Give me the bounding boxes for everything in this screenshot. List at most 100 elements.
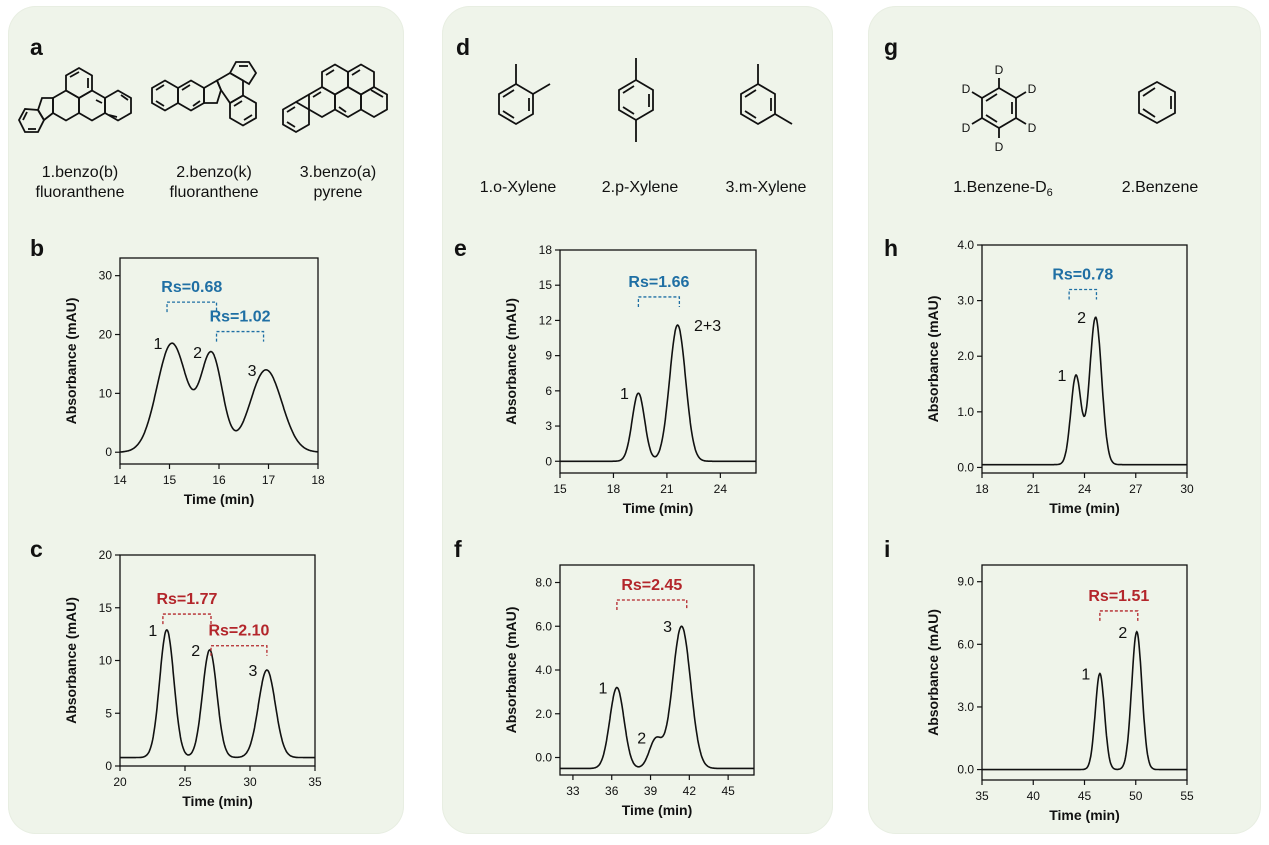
x-tick-label: 24 (1078, 482, 1092, 496)
peak-label: 2 (637, 731, 646, 748)
y-tick-label: 15 (99, 601, 113, 615)
rs-bracket (637, 296, 681, 307)
x-tick-label: 16 (212, 473, 226, 487)
peak-label: 2 (191, 643, 200, 660)
x-tick-label: 20 (113, 775, 127, 789)
rs-label: Rs=1.02 (210, 309, 271, 326)
chromatogram-c: c 20 25 30 35 0 5 10 15 20 Time (min) Absorbance (m… (30, 536, 322, 809)
panel-letter-d: d (456, 34, 471, 60)
x-tick-label: 27 (1129, 482, 1143, 496)
benzene-structure (1138, 80, 1176, 125)
y-tick-label: 3 (545, 419, 552, 433)
panel-letter-b: b (30, 235, 44, 261)
chromatogram-trace (982, 316, 1187, 466)
x-axis-label: Time (min) (182, 793, 253, 809)
y-tick-label: 0.0 (957, 460, 974, 474)
m-xylene-structure (740, 64, 793, 126)
y-tick-label: 2.0 (957, 349, 974, 363)
y-axis-label: Absorbance (mAU) (925, 296, 941, 423)
benzene-d6-structure: D D D D D D (962, 63, 1037, 154)
d-label: D (962, 82, 971, 96)
y-axis-label: Absorbance (mAU) (63, 597, 79, 724)
x-tick-label: 35 (308, 775, 322, 789)
chromatogram-b: b 14 15 16 17 18 0 10 20 30 Time (min) Absorbance (… (30, 235, 325, 507)
chromatogram-trace (560, 625, 754, 770)
y-tick-label: 6.0 (535, 619, 552, 633)
peak-label: 1 (1081, 667, 1090, 684)
compound-name-3: 3.benzo(a) pyrene (299, 164, 377, 201)
peak-label: 3 (248, 363, 257, 380)
benzo-b-fluoranthene-structure (17, 66, 132, 133)
peak-label: 1 (620, 386, 629, 403)
p-xylene-structure (618, 58, 654, 142)
panel-letter-a: a (30, 34, 43, 60)
benzo-k-fluoranthene-structure (151, 61, 258, 127)
panel-letter-f: f (454, 536, 462, 562)
y-tick-label: 1.0 (957, 405, 974, 419)
d-label: D (962, 121, 971, 135)
x-tick-label: 15 (163, 473, 177, 487)
y-tick-label: 10 (99, 386, 113, 400)
y-tick-label: 4.0 (957, 238, 974, 252)
panel-benzene (868, 6, 1261, 834)
x-tick-label: 17 (262, 473, 276, 487)
x-tick-label: 24 (714, 482, 728, 496)
x-tick-label: 14 (113, 473, 127, 487)
peak-label: 2 (1077, 310, 1086, 327)
panel-xylene (442, 6, 833, 834)
x-tick-label: 18 (311, 473, 325, 487)
peak-label: 3 (248, 663, 257, 680)
chromatogram-trace (560, 324, 756, 463)
rs-bracket (1068, 288, 1098, 300)
panel-letter-c: c (30, 536, 43, 562)
rs-bracket (210, 645, 268, 656)
peak-label: 3 (663, 619, 672, 636)
y-tick-label: 0.0 (957, 763, 974, 777)
x-tick-label: 21 (660, 482, 674, 496)
d-label: D (995, 63, 1004, 77)
plot-frame (119, 554, 316, 767)
peak-label: 1 (598, 681, 607, 698)
x-tick-label: 40 (1027, 789, 1041, 803)
y-tick-label: 8.0 (535, 576, 552, 590)
x-tick-label: 15 (553, 482, 567, 496)
x-tick-label: 21 (1027, 482, 1041, 496)
y-tick-label: 0.0 (535, 751, 552, 765)
x-tick-label: 30 (1180, 482, 1194, 496)
rs-label: Rs=1.77 (156, 591, 217, 608)
peak-label: 1 (1058, 368, 1067, 385)
y-tick-label: 5 (105, 706, 112, 720)
y-axis-label: Absorbance (mAU) (63, 298, 79, 425)
x-axis-label: Time (min) (1049, 807, 1120, 823)
x-tick-label: 39 (644, 784, 658, 798)
rs-label: Rs=0.78 (1052, 266, 1113, 283)
y-tick-label: 9.0 (957, 575, 974, 589)
y-tick-label: 15 (539, 278, 553, 292)
d-label: D (1028, 82, 1037, 96)
rs-bracket (616, 599, 688, 610)
chromatogram-trace (120, 628, 315, 759)
o-xylene-structure (498, 64, 551, 126)
y-tick-label: 0 (105, 445, 112, 459)
panel-letter-e: e (454, 235, 467, 261)
x-tick-label: 45 (721, 784, 735, 798)
x-axis-label: Time (min) (622, 802, 693, 818)
x-tick-label: 45 (1078, 789, 1092, 803)
compound-name-4: 1.o-Xylene (479, 179, 557, 196)
x-tick-label: 55 (1180, 789, 1194, 803)
chromatogram-f: f 33 36 39 42 45 0.0 2.0 4.0 6.0 8.0 Time (min) Abso… (454, 536, 755, 818)
rs-label: Rs=2.45 (621, 577, 682, 594)
d-label: D (1028, 121, 1037, 135)
panel-pah (8, 6, 404, 834)
x-tick-label: 25 (178, 775, 192, 789)
x-axis-label: Time (min) (184, 491, 255, 507)
x-tick-label: 50 (1129, 789, 1143, 803)
y-tick-label: 30 (99, 269, 113, 283)
y-axis-label: Absorbance (mAU) (503, 298, 519, 425)
rs-bracket (215, 330, 265, 342)
compound-name-1: 1.benzo(b) fluoranthene (35, 164, 125, 201)
y-tick-label: 4.0 (535, 663, 552, 677)
x-tick-label: 18 (607, 482, 621, 496)
peak-label: 2+3 (694, 318, 721, 335)
plot-frame (559, 564, 755, 776)
